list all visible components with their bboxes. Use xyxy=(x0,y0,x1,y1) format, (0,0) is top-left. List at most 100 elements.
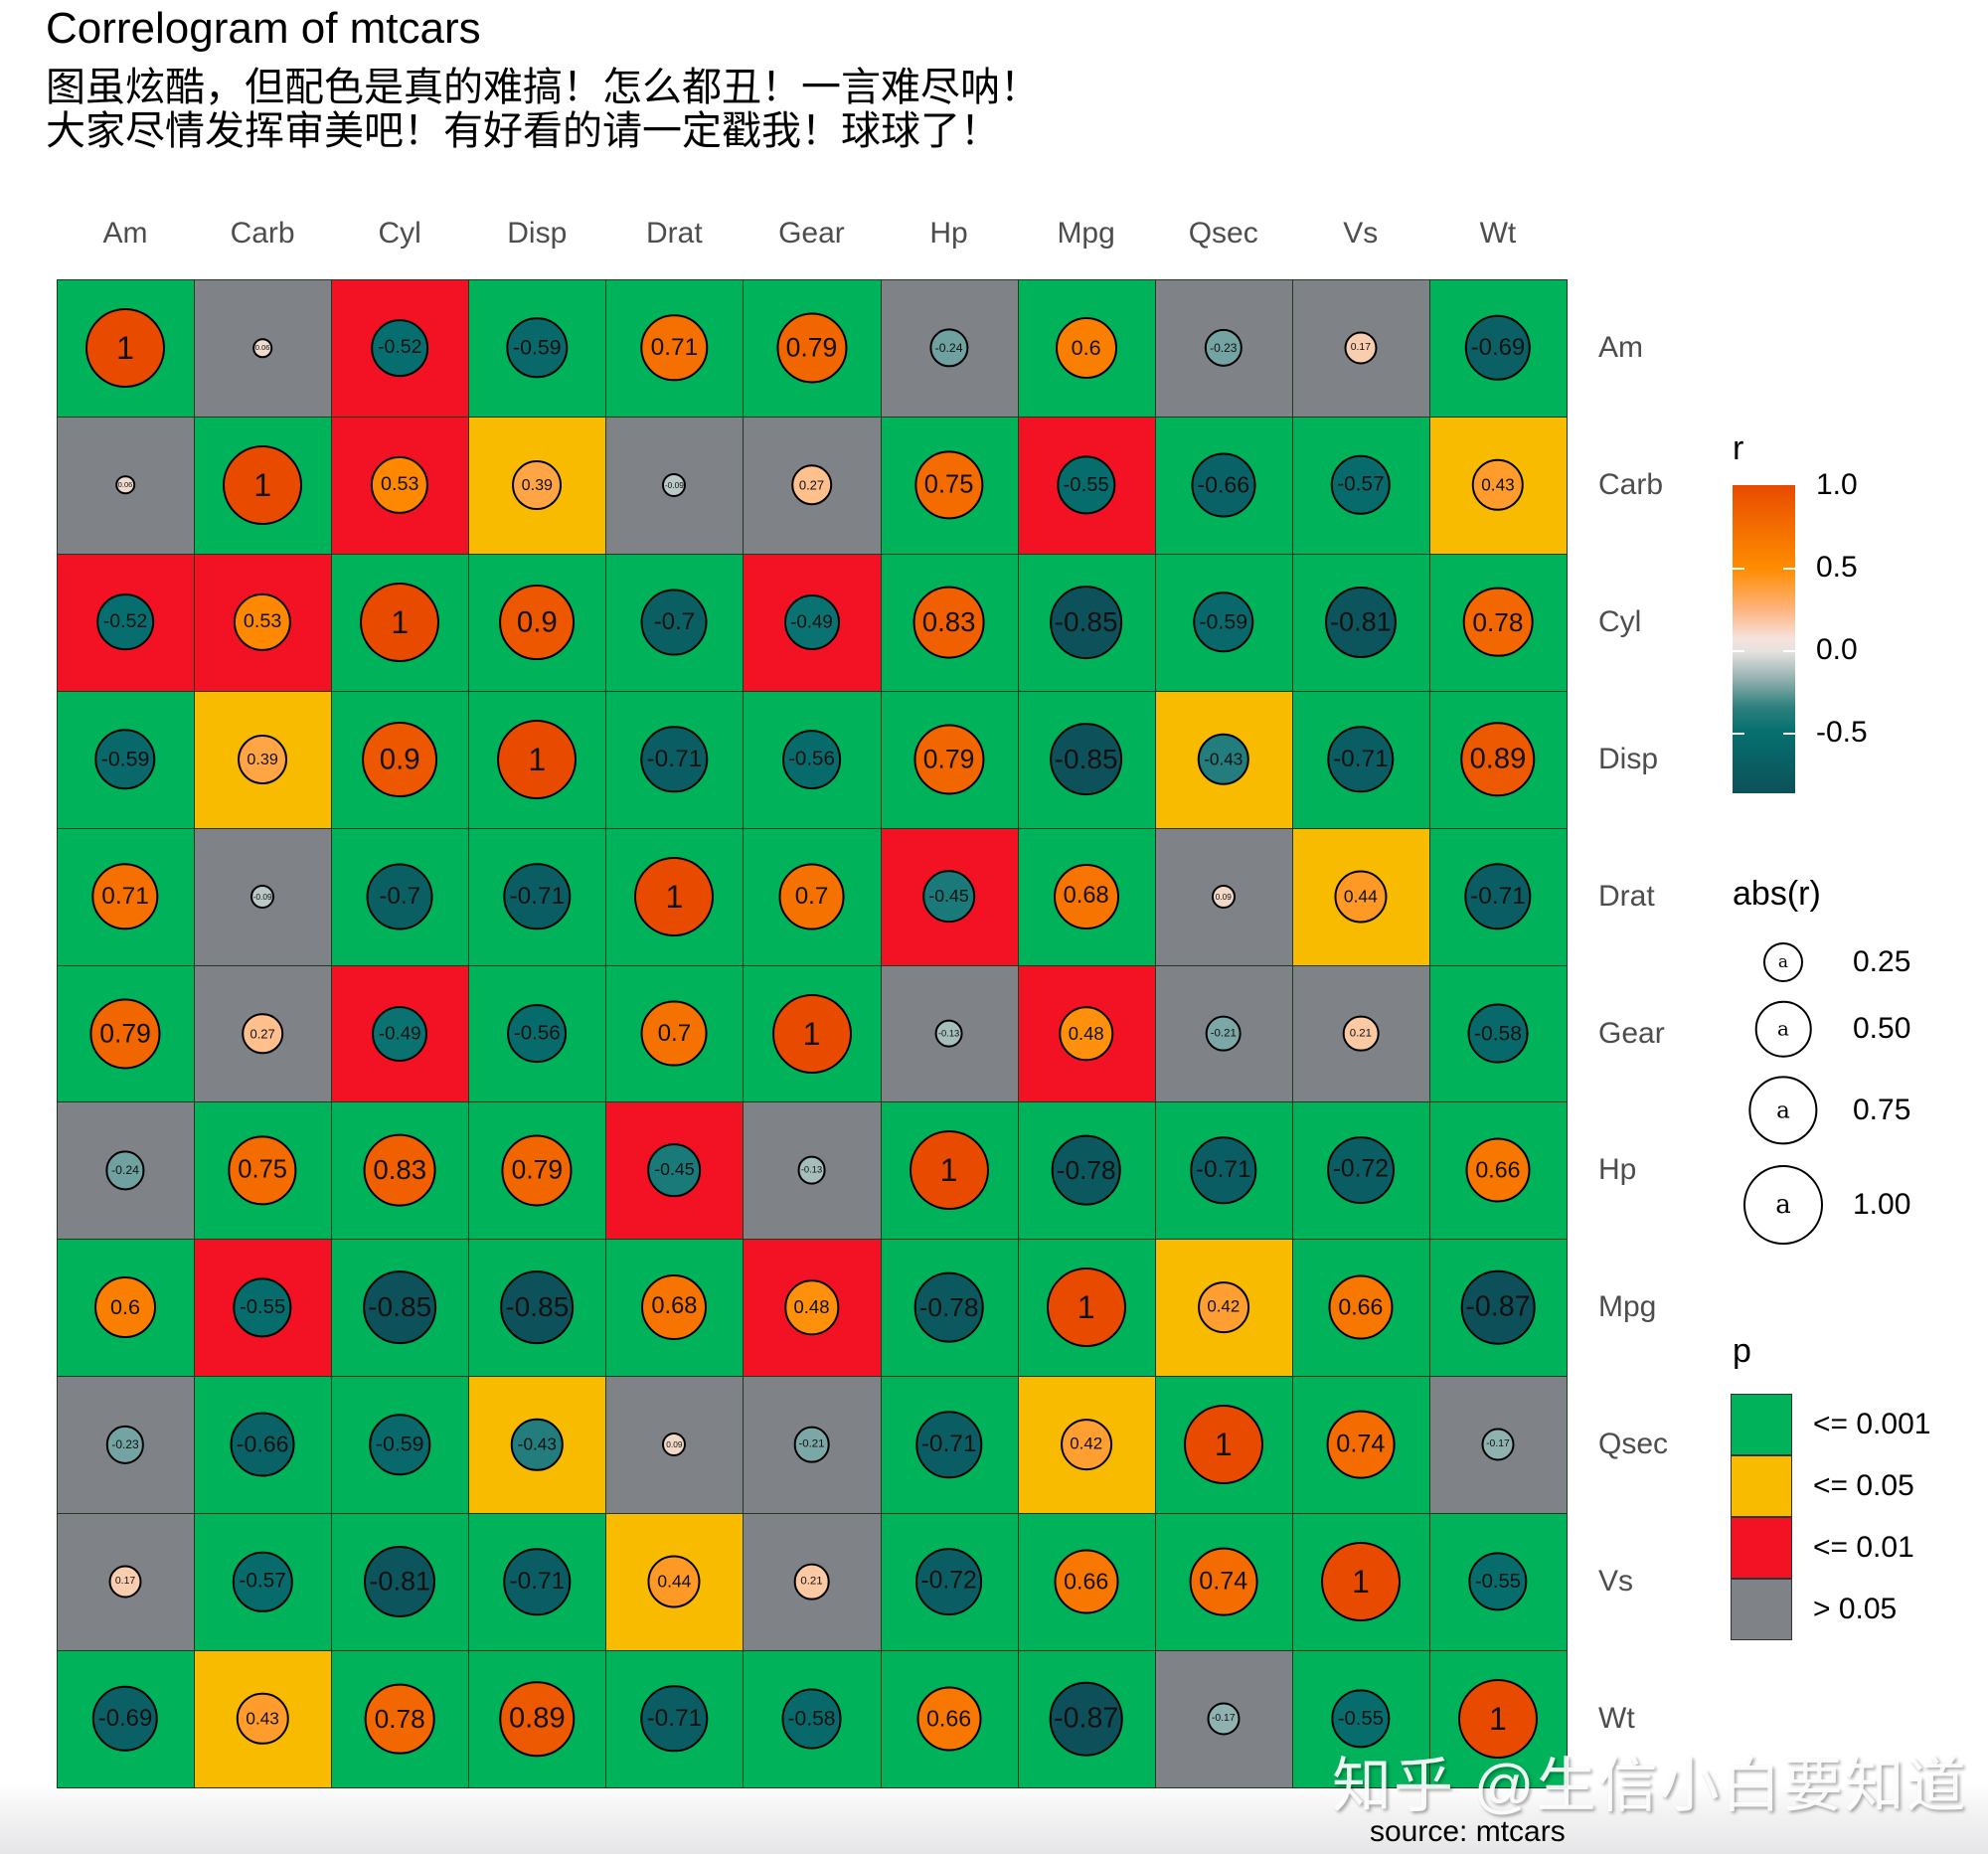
correlation-value: -0.13 xyxy=(800,1164,823,1175)
correlation-circle xyxy=(252,338,272,358)
correlation-value: 0.06 xyxy=(254,343,270,353)
correlation-circle xyxy=(1464,862,1532,930)
correlation-value: 1 xyxy=(665,878,684,915)
correlation-circle xyxy=(634,856,715,936)
correlation-value: -0.85 xyxy=(1054,605,1118,637)
y-axis-label: Mpg xyxy=(1598,1290,1657,1324)
correlation-circle xyxy=(793,1426,830,1463)
correlation-value: -0.59 xyxy=(513,335,562,360)
correlation-value: 0.44 xyxy=(657,1571,692,1592)
correlation-circle xyxy=(1471,458,1525,512)
correlation-circle xyxy=(1193,591,1254,653)
correlation-value: -0.87 xyxy=(1465,1291,1531,1323)
correlation-value: -0.13 xyxy=(937,1027,960,1038)
correlation-circle xyxy=(928,328,969,368)
correlation-circle xyxy=(916,1686,982,1752)
x-axis-label: Gear xyxy=(778,217,845,250)
correlation-circle xyxy=(1197,1281,1249,1334)
correlation-value: 0.74 xyxy=(1336,1430,1386,1458)
correlation-value: 0.78 xyxy=(1472,606,1524,637)
correlation-circle xyxy=(778,863,845,930)
y-axis-label: Disp xyxy=(1598,742,1659,775)
correlation-value: 0.75 xyxy=(238,1155,287,1184)
correlation-circle xyxy=(242,1012,283,1055)
correlation-circle xyxy=(1190,1136,1257,1205)
y-axis-label: Cyl xyxy=(1598,604,1642,638)
correlation-circle xyxy=(89,997,161,1070)
correlation-circle xyxy=(363,1270,437,1345)
correlation-circle xyxy=(913,724,985,795)
correlation-circle xyxy=(511,1418,564,1471)
correlation-value: -0.24 xyxy=(934,340,963,355)
correlation-value: 0.79 xyxy=(99,1018,151,1049)
correlation-value: -0.55 xyxy=(1474,1570,1522,1593)
correlation-circle xyxy=(914,1411,983,1478)
correlation-circle xyxy=(640,725,709,793)
correlation-value: 0.42 xyxy=(1207,1296,1241,1316)
correlation-circle xyxy=(500,1270,575,1345)
colorbar-tick-label: 0.0 xyxy=(1816,632,1858,666)
correlation-value: 0.06 xyxy=(117,480,133,490)
correlation-circle xyxy=(1462,587,1534,658)
correlation-circle xyxy=(85,307,166,388)
correlation-value: 0.78 xyxy=(374,1703,425,1734)
correlation-circle xyxy=(1467,1003,1529,1064)
correlation-circle xyxy=(1191,452,1256,518)
matrix-cell xyxy=(468,690,607,829)
correlation-circle xyxy=(371,319,429,377)
correlation-circle xyxy=(1207,1702,1241,1736)
correlation-value: -0.72 xyxy=(1332,1156,1390,1184)
correlation-value: -0.09 xyxy=(252,891,272,902)
correlation-circle xyxy=(499,1681,576,1757)
correlation-value: -0.55 xyxy=(1063,473,1109,496)
correlation-circle xyxy=(797,1155,826,1185)
correlation-value: 1 xyxy=(1489,1701,1507,1738)
correlation-value: -0.56 xyxy=(513,1021,561,1045)
p-legend-label: <= 0.01 xyxy=(1813,1531,1914,1564)
x-axis-label: Cyl xyxy=(378,217,421,250)
correlation-circle xyxy=(1326,1136,1395,1205)
correlation-circle xyxy=(1328,1274,1394,1340)
correlation-circle xyxy=(1204,328,1242,368)
correlation-circle xyxy=(1334,870,1388,924)
correlation-value: 0.43 xyxy=(1481,474,1515,495)
correlation-circle xyxy=(1211,884,1236,909)
correlation-value: 0.21 xyxy=(1349,1026,1373,1039)
colorbar-tick xyxy=(1783,732,1795,735)
correlation-circle xyxy=(775,312,848,384)
correlation-value: -0.7 xyxy=(653,607,696,635)
correlation-circle xyxy=(364,1546,436,1618)
correlation-circle xyxy=(1464,314,1532,382)
correlation-value: -0.23 xyxy=(1210,340,1238,355)
y-axis-label: Gear xyxy=(1598,1016,1665,1050)
correlation-value: 0.48 xyxy=(1068,1022,1104,1044)
correlation-circle xyxy=(105,1150,145,1190)
correlation-value: -0.49 xyxy=(790,610,833,632)
correlation-value: -0.87 xyxy=(1054,1702,1119,1735)
colorbar-tick xyxy=(1733,567,1744,570)
correlation-value: -0.45 xyxy=(928,885,969,906)
size-legend-label: 1.00 xyxy=(1853,1188,1911,1221)
correlation-value: -0.71 xyxy=(509,1567,566,1595)
correlation-circle xyxy=(501,1134,573,1206)
correlation-circle xyxy=(363,1133,436,1207)
correlation-value: 0.66 xyxy=(926,1705,972,1732)
y-axis-label: Am xyxy=(1598,330,1643,364)
correlation-circle xyxy=(108,1565,142,1599)
correlation-circle xyxy=(640,589,708,656)
size-legend-glyph: a xyxy=(1776,1097,1790,1123)
correlation-value: -0.59 xyxy=(100,747,150,770)
correlation-circle xyxy=(1324,586,1397,658)
correlation-value: 0.53 xyxy=(243,609,282,632)
colorbar-tick xyxy=(1733,732,1744,735)
correlation-circle xyxy=(366,863,433,930)
correlation-value: -0.21 xyxy=(1210,1026,1237,1039)
correlation-circle xyxy=(1320,1542,1401,1622)
correlation-value: 0.83 xyxy=(921,605,976,637)
correlation-circle xyxy=(1197,733,1249,785)
correlation-circle xyxy=(647,1555,701,1608)
correlation-circle xyxy=(94,728,156,790)
colorbar-tick xyxy=(1783,567,1795,570)
correlation-value: 1 xyxy=(528,741,547,777)
correlation-circle xyxy=(1057,455,1116,515)
